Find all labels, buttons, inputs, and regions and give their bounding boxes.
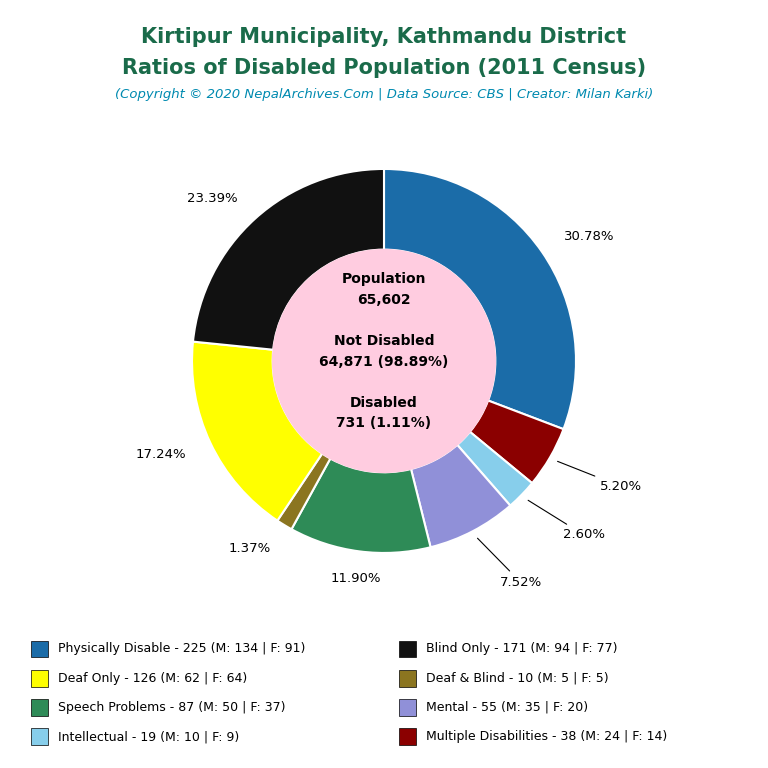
Circle shape <box>273 250 495 472</box>
Text: Multiple Disabilities - 38 (M: 24 | F: 14): Multiple Disabilities - 38 (M: 24 | F: 1… <box>426 730 667 743</box>
Text: 17.24%: 17.24% <box>135 448 186 461</box>
Wedge shape <box>192 342 322 521</box>
Text: Mental - 55 (M: 35 | F: 20): Mental - 55 (M: 35 | F: 20) <box>426 701 588 713</box>
Text: 2.60%: 2.60% <box>528 500 605 541</box>
Text: 5.20%: 5.20% <box>558 462 642 493</box>
Text: 30.78%: 30.78% <box>564 230 614 243</box>
Text: Physically Disable - 225 (M: 134 | F: 91): Physically Disable - 225 (M: 134 | F: 91… <box>58 643 305 655</box>
Text: (Copyright © 2020 NepalArchives.Com | Data Source: CBS | Creator: Milan Karki): (Copyright © 2020 NepalArchives.Com | Da… <box>115 88 653 101</box>
Text: Ratios of Disabled Population (2011 Census): Ratios of Disabled Population (2011 Cens… <box>122 58 646 78</box>
Text: Deaf & Blind - 10 (M: 5 | F: 5): Deaf & Blind - 10 (M: 5 | F: 5) <box>426 672 609 684</box>
Text: Population
65,602

Not Disabled
64,871 (98.89%)

Disabled
731 (1.11%): Population 65,602 Not Disabled 64,871 (9… <box>319 273 449 430</box>
Wedge shape <box>193 169 384 349</box>
Text: 1.37%: 1.37% <box>228 541 270 554</box>
Wedge shape <box>411 445 510 548</box>
Text: Deaf Only - 126 (M: 62 | F: 64): Deaf Only - 126 (M: 62 | F: 64) <box>58 672 247 684</box>
Text: 11.90%: 11.90% <box>330 571 381 584</box>
Text: Intellectual - 19 (M: 10 | F: 9): Intellectual - 19 (M: 10 | F: 9) <box>58 730 239 743</box>
Text: 23.39%: 23.39% <box>187 192 237 205</box>
Text: Kirtipur Municipality, Kathmandu District: Kirtipur Municipality, Kathmandu Distric… <box>141 27 627 47</box>
Wedge shape <box>292 458 431 553</box>
Wedge shape <box>470 401 564 483</box>
Text: Speech Problems - 87 (M: 50 | F: 37): Speech Problems - 87 (M: 50 | F: 37) <box>58 701 285 713</box>
Text: Blind Only - 171 (M: 94 | F: 77): Blind Only - 171 (M: 94 | F: 77) <box>426 643 617 655</box>
Wedge shape <box>384 169 576 429</box>
Wedge shape <box>457 432 532 505</box>
Text: 7.52%: 7.52% <box>478 538 541 589</box>
Wedge shape <box>277 454 330 529</box>
